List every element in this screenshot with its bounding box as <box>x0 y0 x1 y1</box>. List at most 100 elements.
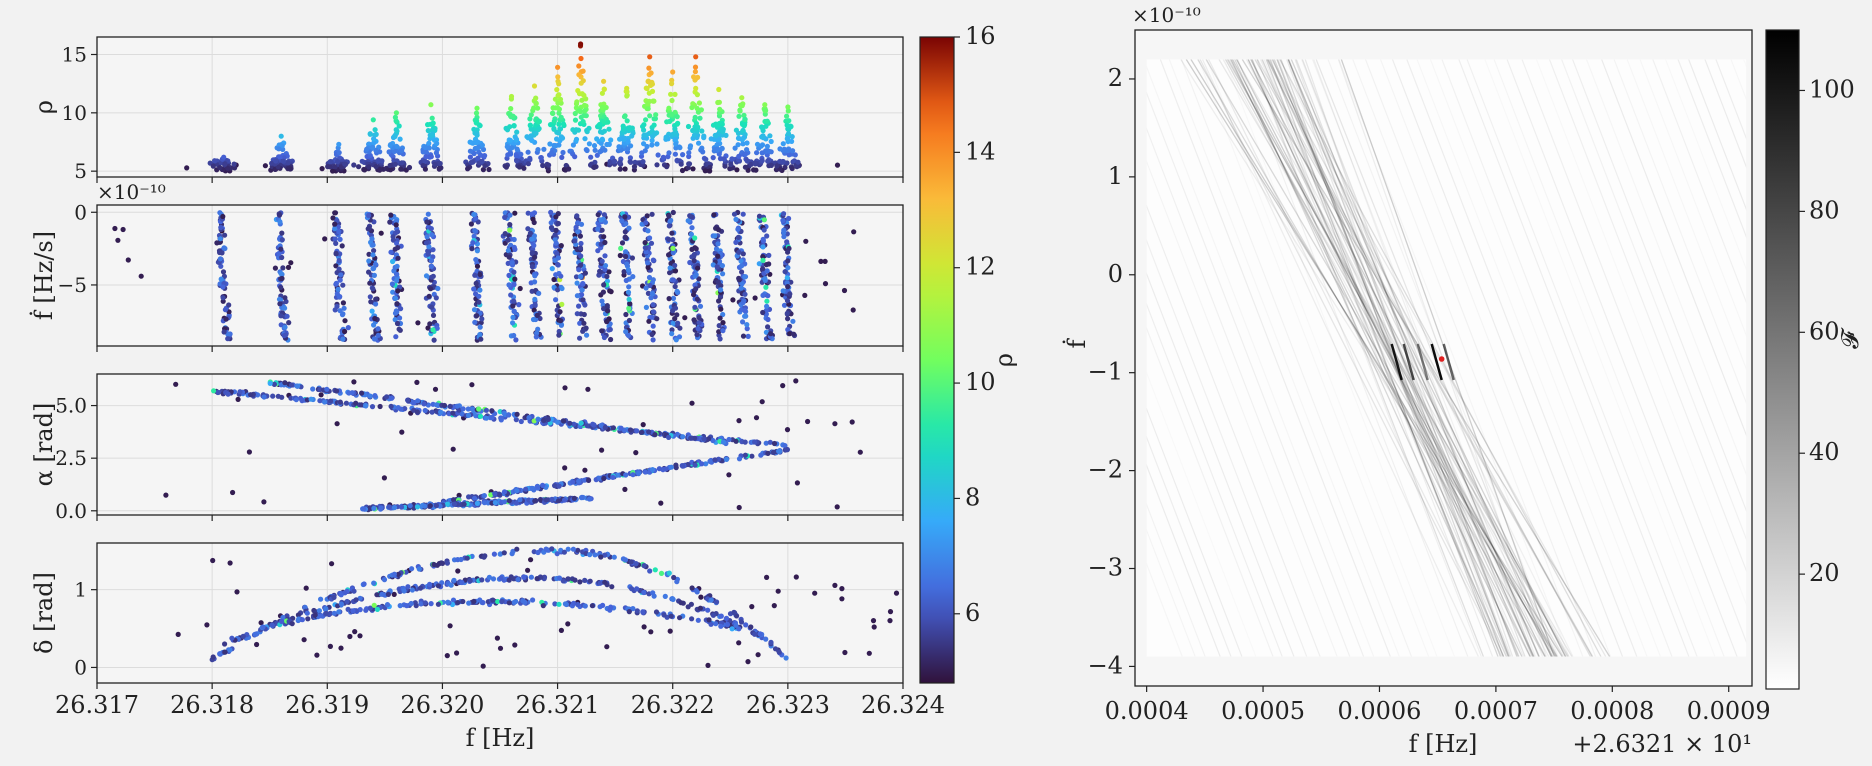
x-tick-label: 0.0004 <box>1105 697 1189 725</box>
point <box>669 97 675 104</box>
point <box>394 301 400 307</box>
point <box>740 141 746 147</box>
point <box>694 296 701 302</box>
point <box>536 118 543 125</box>
stripe <box>1548 59 1747 572</box>
point <box>398 504 405 510</box>
point <box>716 99 723 105</box>
point <box>329 561 335 567</box>
point <box>647 568 653 574</box>
point <box>502 231 508 237</box>
point <box>761 227 767 233</box>
stripe <box>1236 59 1570 657</box>
point <box>764 233 770 239</box>
point <box>649 142 655 148</box>
point <box>527 157 533 163</box>
point <box>672 151 679 157</box>
point <box>608 336 614 343</box>
point <box>510 548 516 555</box>
point <box>454 403 460 409</box>
point <box>641 563 647 569</box>
point <box>494 635 500 641</box>
point <box>577 320 583 326</box>
point <box>745 659 751 665</box>
panel-frame <box>96 542 904 684</box>
point <box>424 219 430 225</box>
stripe <box>1521 59 1747 644</box>
point <box>702 168 708 174</box>
point <box>529 236 535 242</box>
stripe <box>1286 59 1509 657</box>
point <box>237 389 243 395</box>
point <box>560 121 567 127</box>
stripe <box>1247 59 1532 657</box>
point <box>583 325 589 331</box>
point <box>602 239 608 246</box>
point <box>717 336 723 342</box>
point <box>433 502 439 509</box>
point <box>474 500 480 506</box>
point <box>473 280 479 286</box>
point <box>482 163 488 169</box>
point <box>591 164 597 170</box>
point <box>248 392 254 398</box>
stripe <box>1247 59 1535 657</box>
point <box>507 137 513 143</box>
point <box>517 497 523 503</box>
point <box>218 224 224 231</box>
point <box>580 68 586 74</box>
point <box>641 624 647 630</box>
stripe <box>1146 272 1295 657</box>
point <box>623 329 629 335</box>
point <box>555 287 561 293</box>
point <box>372 393 378 399</box>
point <box>434 140 440 147</box>
point <box>736 504 742 511</box>
point <box>761 217 768 223</box>
point <box>647 113 653 119</box>
point <box>115 237 121 243</box>
point <box>476 299 482 305</box>
point <box>278 284 284 290</box>
point <box>693 272 699 278</box>
point <box>385 591 391 598</box>
point <box>672 137 678 143</box>
point <box>606 126 612 132</box>
point <box>490 597 496 603</box>
point <box>691 251 698 258</box>
colorbar-tick-label: 60 <box>1809 317 1840 345</box>
point <box>555 74 561 80</box>
point <box>361 506 367 512</box>
point <box>670 308 676 314</box>
point <box>279 254 285 261</box>
point <box>173 381 179 387</box>
point <box>184 165 190 171</box>
point <box>592 147 598 153</box>
stripe <box>1251 59 1509 657</box>
point <box>533 334 539 340</box>
point <box>685 123 692 130</box>
x-tick-label: 26.320 <box>400 691 484 719</box>
point <box>712 233 718 239</box>
stripe <box>1224 59 1554 657</box>
point <box>217 256 223 262</box>
point <box>733 438 739 444</box>
point <box>602 552 608 558</box>
point <box>653 609 660 615</box>
y-tick-label: 0 <box>1108 260 1123 288</box>
point <box>299 617 305 623</box>
point <box>693 286 699 292</box>
point <box>319 166 325 172</box>
point <box>220 295 226 301</box>
point <box>785 258 791 264</box>
point <box>566 166 572 172</box>
point <box>523 486 529 492</box>
point <box>650 323 656 329</box>
point <box>584 423 591 429</box>
point <box>561 497 568 503</box>
y-tick-label: −5 <box>58 273 87 297</box>
point <box>584 147 590 154</box>
point <box>602 424 609 430</box>
point <box>573 101 580 107</box>
